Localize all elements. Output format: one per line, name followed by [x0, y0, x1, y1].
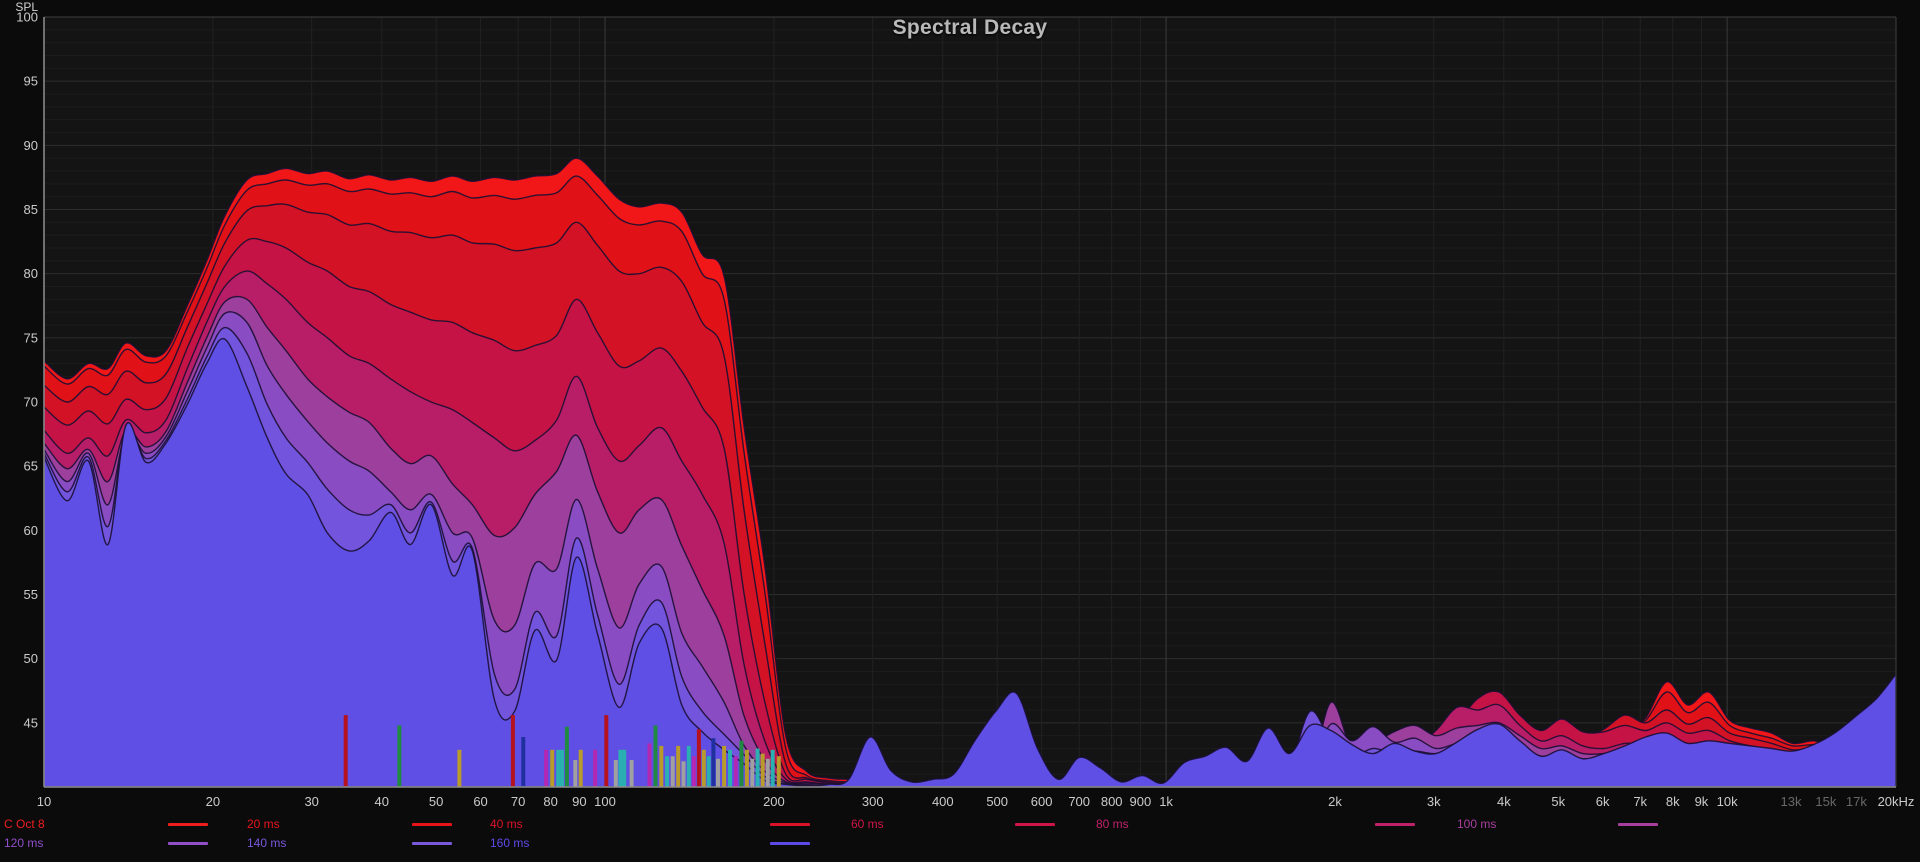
distortion-bar — [728, 749, 732, 787]
y-axis-unit-label: SPL — [15, 0, 38, 14]
x-tick-label: 30 — [304, 794, 318, 809]
x-tick-label: 50 — [429, 794, 443, 809]
distortion-bar — [622, 749, 627, 787]
distortion-bar — [765, 758, 770, 787]
x-tick-label: 15k — [1815, 794, 1836, 809]
x-tick-label: 10k — [1717, 794, 1738, 809]
y-tick-label: 55 — [24, 587, 38, 602]
distortion-bar — [739, 740, 744, 787]
x-tick-label: 400 — [932, 794, 954, 809]
x-tick-label: 6k — [1596, 794, 1610, 809]
distortion-bar — [343, 715, 348, 787]
x-tick-label: 20kHz — [1878, 794, 1915, 809]
y-axis-labels: 100 95 90 85 80 75 70 65 60 55 50 45 — [16, 10, 38, 731]
decay-series — [44, 157, 1896, 787]
distortion-bar — [686, 745, 691, 787]
series-160-ms — [44, 337, 1896, 787]
distortion-bar — [670, 756, 675, 787]
x-axis-labels: 10 20 30 40 50 60 70 80 90 100 200 300 400 500 600 700 8… — [37, 794, 1915, 809]
x-tick-label: 10 — [37, 794, 51, 809]
distortion-bar — [653, 725, 658, 787]
y-tick-label: 95 — [24, 74, 38, 89]
distortion-bar — [696, 729, 701, 787]
y-tick-label: 90 — [24, 138, 38, 153]
x-tick-label: 1k — [1159, 794, 1173, 809]
distortion-bar — [701, 749, 706, 787]
distortion-bar — [604, 715, 609, 787]
distortion-bar — [716, 758, 720, 787]
x-tick-label: 90 — [572, 794, 586, 809]
x-tick-label: 40 — [375, 794, 389, 809]
y-tick-label: 70 — [24, 395, 38, 410]
x-tick-label: 20 — [206, 794, 220, 809]
distortion-bar — [397, 725, 402, 787]
distortion-bar — [676, 745, 681, 787]
x-tick-label: 70 — [511, 794, 525, 809]
distortion-bar — [510, 715, 515, 787]
x-tick-label: 3k — [1427, 794, 1441, 809]
distortion-bar — [722, 745, 727, 787]
distortion-bar — [613, 760, 618, 787]
x-tick-label: 8k — [1666, 794, 1680, 809]
x-tick-label: 2k — [1328, 794, 1342, 809]
distortion-bar — [681, 761, 686, 787]
x-tick-label: 200 — [763, 794, 785, 809]
distortion-bar — [647, 743, 652, 787]
x-tick-label: 9k — [1695, 794, 1709, 809]
x-tick-label: 17k — [1846, 794, 1867, 809]
y-tick-label: 75 — [24, 330, 38, 345]
y-tick-label: 50 — [24, 651, 38, 666]
distortion-bar — [593, 749, 598, 787]
distortion-bar — [665, 756, 670, 787]
y-tick-label: 85 — [24, 202, 38, 217]
distortion-bar — [750, 758, 755, 787]
distortion-bar — [760, 753, 765, 787]
distortion-bar — [776, 756, 781, 787]
distortion-bar — [578, 749, 583, 787]
distortion-bar — [556, 749, 561, 787]
x-tick-label: 800 — [1101, 794, 1123, 809]
distortion-bar — [770, 749, 775, 787]
chart-title: Spectral Decay — [892, 16, 1048, 39]
distortion-bar — [755, 748, 760, 787]
distortion-bar — [744, 749, 749, 787]
x-tick-label: 5k — [1551, 794, 1565, 809]
x-tick-label: 900 — [1130, 794, 1152, 809]
distortion-bar — [550, 749, 555, 787]
y-tick-label: 80 — [24, 266, 38, 281]
x-tick-label: 500 — [986, 794, 1008, 809]
plot-frame — [43, 16, 1897, 788]
x-tick-label: 4k — [1497, 794, 1511, 809]
distortion-bar — [629, 760, 634, 787]
x-tick-label: 700 — [1068, 794, 1090, 809]
distortion-bar — [659, 745, 664, 787]
x-tick-label: 7k — [1633, 794, 1647, 809]
y-tick-label: 60 — [24, 523, 38, 538]
distortion-bar — [706, 756, 711, 787]
distortion-bar — [457, 749, 462, 787]
distortion-bar — [733, 756, 738, 787]
distortion-bar — [564, 726, 569, 787]
y-tick-label: 65 — [24, 459, 38, 474]
x-tick-label: 600 — [1031, 794, 1053, 809]
distortion-bar — [560, 749, 564, 787]
x-tick-label: 100 — [594, 794, 616, 809]
distortion-bars — [343, 715, 781, 787]
x-tick-label: 13k — [1781, 794, 1802, 809]
y-tick-label: 100 — [16, 10, 38, 25]
x-tick-label: 300 — [862, 794, 884, 809]
distortion-bar — [544, 749, 549, 787]
distortion-bar — [711, 738, 716, 787]
distortion-bar — [521, 737, 526, 787]
x-tick-label: 80 — [543, 794, 557, 809]
y-tick-label: 45 — [24, 715, 38, 730]
x-tick-label: 60 — [473, 794, 487, 809]
distortion-bar — [691, 756, 696, 787]
distortion-bar — [573, 760, 578, 787]
distortion-bar — [618, 749, 623, 787]
